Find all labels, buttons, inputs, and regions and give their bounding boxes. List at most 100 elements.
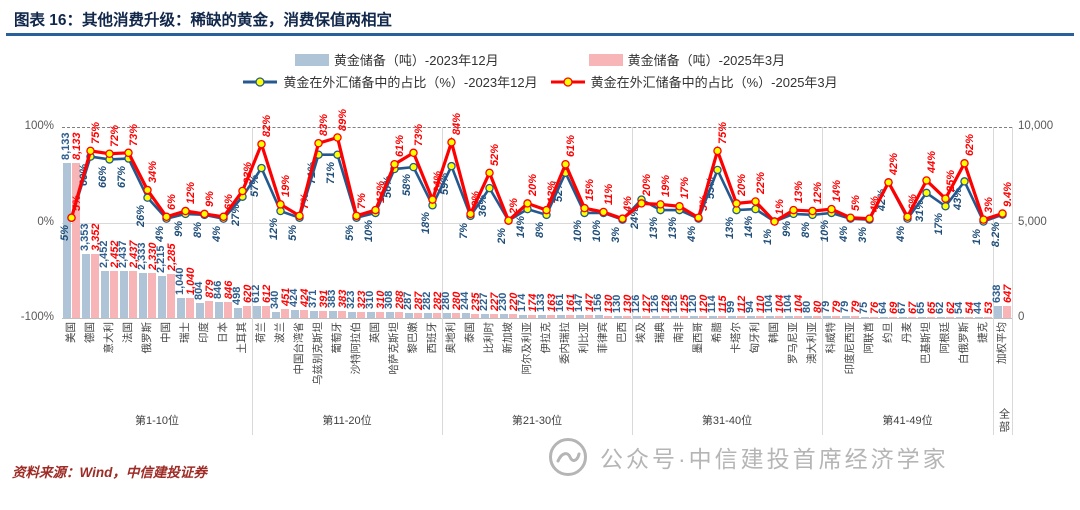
x-axis-label: 委内瑞拉: [558, 322, 571, 364]
pct-label-2025: 11%: [602, 183, 615, 205]
pct-label-2025: 2%: [507, 197, 520, 214]
pct-label-2023: 2%: [495, 227, 508, 244]
pct-label-2023: 1%: [970, 228, 983, 245]
bar-2023: [823, 316, 831, 318]
x-axis-label: 沙特阿拉伯: [349, 322, 362, 375]
pct-label-2025: 9%: [203, 190, 216, 207]
x-axis-label: 中国: [159, 322, 172, 343]
pct-label-2025: 34%: [146, 160, 159, 184]
bar-2023: [804, 316, 812, 318]
pct-label-2025: 61%: [564, 135, 577, 158]
bar-2025: [300, 309, 308, 318]
pct-label-2023: 8%: [533, 221, 546, 238]
line-series-2025-marker: [960, 159, 969, 168]
line-series-2023-marker: [124, 154, 133, 163]
legend-item-bar-2025: 黄金储备（吨）-2025年3月: [588, 50, 786, 69]
bar-value-label-2025: 647: [1002, 284, 1014, 303]
x-axis-label: 德国: [83, 322, 96, 343]
pct-label-2023: 4%: [685, 225, 698, 242]
pct-label-2025: 72%: [108, 124, 121, 147]
line-series-2023-marker: [409, 162, 418, 172]
pct-label-2025: 12%: [811, 182, 824, 205]
bar-2023: [500, 313, 508, 318]
line-series-2025-marker: [523, 199, 532, 208]
bar-2025: [984, 316, 992, 318]
bar-2025: [72, 162, 80, 318]
legend-label: 黄金储备（吨）-2023年12月: [333, 53, 499, 68]
line-series-2025-marker: [257, 139, 266, 149]
x-axis-label: 加权平均: [995, 322, 1008, 364]
pct-label-2023: 8%: [191, 221, 204, 238]
pct-label-2025: 1%: [773, 198, 786, 215]
pct-label-2025: 3%: [982, 196, 995, 213]
line-series-2025-marker: [922, 176, 931, 185]
bar-2023: [196, 302, 204, 318]
x-axis-label: 罗马尼亚: [786, 322, 799, 364]
bar-2023: [557, 314, 565, 318]
pct-label-2023: 43%: [951, 188, 964, 211]
legend-label: 黄金储备（吨）-2025年3月: [627, 53, 786, 68]
group-label: 第41-49位: [882, 415, 933, 427]
x-axis-label: 巴西: [615, 322, 628, 343]
x-axis-label: 俄罗斯: [140, 322, 153, 354]
bar-2023: [63, 162, 71, 318]
legend-row-bars: 黄金储备（吨）-2023年12月 黄金储备（吨）-2025年3月: [0, 50, 1080, 69]
bar-2023: [519, 314, 527, 318]
bar-2025: [148, 273, 156, 318]
bar-2025: [946, 316, 954, 318]
pct-label-2023: 57%: [248, 175, 261, 198]
bar-2023: [443, 312, 451, 318]
x-axis-label: 卡塔尔: [729, 322, 742, 354]
bar-2023: [82, 253, 90, 318]
pct-label-2025: 25%: [944, 169, 957, 192]
pct-label-2023: 13%: [647, 217, 660, 240]
pct-label-2023: 14%: [742, 216, 755, 239]
pct-label-2025: 4%: [621, 195, 634, 212]
watermark-logo-icon: [549, 438, 587, 476]
x-axis-label: 黎巴嫩: [406, 322, 419, 354]
bar-2023: [994, 305, 1002, 318]
x-axis-label: 波兰: [273, 322, 286, 343]
left-axis-tick: 100%: [24, 120, 54, 132]
pct-label-2025: 89%: [336, 108, 349, 131]
x-axis-label: 利比亚: [577, 322, 590, 354]
bar-2023: [405, 312, 413, 318]
x-axis-label: 韩国: [767, 322, 780, 343]
group-separator: [252, 127, 253, 435]
pct-label-2025: 20%: [526, 174, 539, 197]
bar-2023: [690, 315, 698, 318]
bar-2023: [956, 316, 964, 318]
line-series-2025-marker: [314, 138, 323, 148]
line-series-2023-marker: [637, 195, 646, 204]
bar-2025: [205, 301, 213, 318]
bar-2025: [775, 316, 783, 318]
line-series-2023-marker: [922, 188, 931, 198]
bar-2023: [880, 316, 888, 318]
pct-label-2025: 44%: [925, 151, 938, 174]
pct-label-2023: 66%: [96, 166, 109, 189]
line-swatch-2023-icon: [243, 76, 278, 87]
x-axis-label: 科威特: [824, 322, 837, 354]
x-axis-label: 葡萄牙: [330, 322, 343, 354]
line-series-2025-marker: [884, 178, 893, 187]
group-label: 第21-30位: [511, 415, 563, 427]
pct-label-2025: 6%: [906, 193, 919, 210]
bar-2025: [91, 253, 99, 318]
pct-label-2023: 8%: [799, 221, 812, 238]
x-axis-label: 约旦: [881, 322, 894, 343]
line-series-2025-marker: [124, 148, 133, 158]
bar-swatch-2023-icon: [294, 53, 329, 66]
pct-label-2023: 3%: [609, 226, 622, 243]
bar-2023: [595, 315, 603, 318]
x-axis-label: 阿根廷: [938, 322, 951, 354]
bar-2025: [585, 315, 593, 318]
line-series-2025-marker: [941, 194, 950, 203]
left-axis-tick: 0%: [37, 215, 54, 228]
line-series-2023-marker: [333, 150, 342, 159]
bar-2025: [186, 298, 194, 318]
bar-2025: [167, 274, 175, 318]
pct-label-2025: 15%: [583, 179, 596, 202]
bar-2025: [813, 316, 821, 318]
pct-label-2023: 8.2%: [989, 221, 1002, 247]
pct-label-2023: 67%: [115, 165, 128, 188]
